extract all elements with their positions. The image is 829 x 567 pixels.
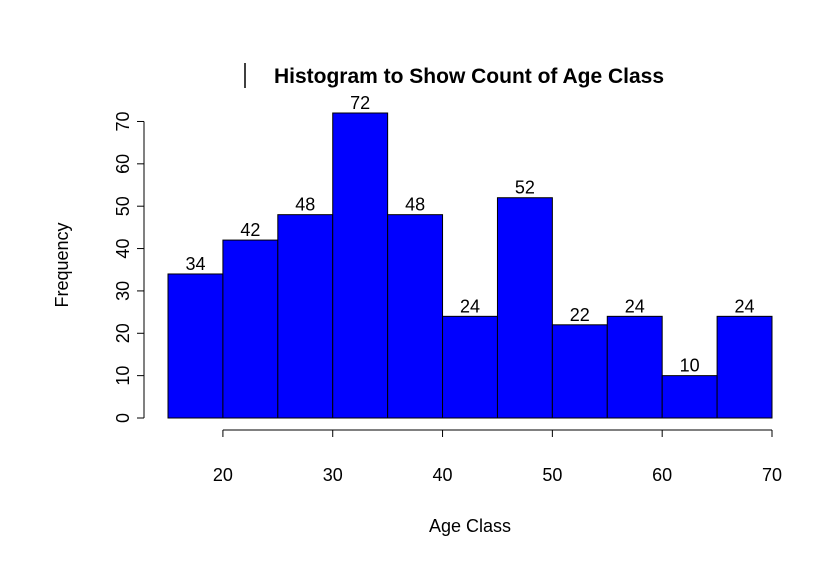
histogram-bar xyxy=(551,324,608,419)
bar-value-label: 10 xyxy=(680,356,700,376)
x-tick-label: 70 xyxy=(762,465,782,485)
histogram-bar xyxy=(387,214,444,419)
histogram-bar xyxy=(716,315,773,419)
x-axis: 20 30 40 50 60 70 xyxy=(213,429,782,485)
y-tick-label: 0 xyxy=(113,413,133,423)
histogram-bar xyxy=(167,273,224,419)
x-axis-label: Age Class xyxy=(429,516,511,536)
histogram-bar xyxy=(332,112,389,419)
y-tick-label: 20 xyxy=(113,323,133,343)
bar-value-label: 22 xyxy=(570,305,590,325)
y-tick-label: 60 xyxy=(113,154,133,174)
histogram-bar xyxy=(222,239,279,419)
y-tick-label: 30 xyxy=(113,281,133,301)
chart-title: Histogram to Show Count of Age Class xyxy=(274,65,664,88)
bar-value-label: 24 xyxy=(735,296,755,316)
y-axis-label: Frequency xyxy=(52,222,72,307)
x-tick-label: 30 xyxy=(323,465,343,485)
bar-value-label: 24 xyxy=(460,296,480,316)
bar-value-label: 48 xyxy=(405,195,425,215)
histogram-bar xyxy=(277,214,334,419)
bar-value-label: 24 xyxy=(625,296,645,316)
y-tick-label: 40 xyxy=(113,239,133,259)
y-tick-label: 70 xyxy=(113,111,133,131)
bar-value-label: 72 xyxy=(350,93,370,113)
histogram-bar xyxy=(442,315,498,419)
data-labels-group: 34 42 48 72 48 24 52 22 24 10 24 xyxy=(185,93,754,376)
histogram-bar xyxy=(496,197,553,419)
x-tick-label: 50 xyxy=(542,465,562,485)
y-tick-label: 50 xyxy=(113,196,133,216)
y-tick-label: 10 xyxy=(113,366,133,386)
bar-value-label: 48 xyxy=(295,195,315,215)
bar-value-label: 42 xyxy=(240,220,260,240)
x-tick-label: 20 xyxy=(213,465,233,485)
bar-value-label: 52 xyxy=(515,178,535,198)
x-tick-label: 40 xyxy=(433,465,453,485)
y-axis: 0 10 20 30 40 50 60 70 xyxy=(113,111,145,423)
histogram-bar xyxy=(661,375,718,419)
histogram-bar xyxy=(606,315,663,419)
x-tick-label: 60 xyxy=(652,465,672,485)
bar-value-label: 34 xyxy=(185,254,205,274)
bars-group xyxy=(167,112,773,419)
